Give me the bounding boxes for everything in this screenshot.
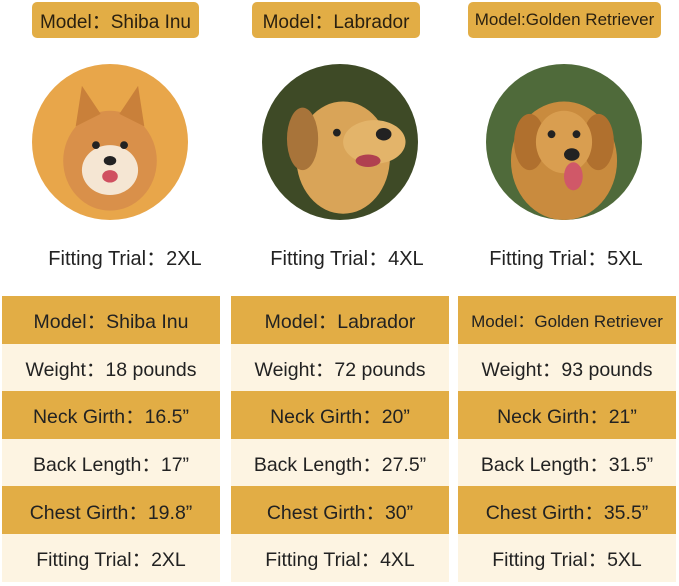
row-neck-girth: Neck Girth：21” bbox=[458, 391, 676, 439]
fitting-trial-shiba: Fitting Trial：2XL bbox=[48, 248, 202, 270]
row-back-length: Back Length：27.5” bbox=[231, 438, 449, 487]
row-back-length: Back Length：17” bbox=[2, 438, 220, 487]
size-table-labrador: Model：Labrador Weight：72 pounds Neck Gir… bbox=[231, 296, 449, 582]
row-model: Model：Labrador bbox=[231, 296, 449, 344]
row-fitting-trial: Fitting Trial：2XL bbox=[2, 533, 220, 582]
row-weight: Weight：18 pounds bbox=[2, 343, 220, 392]
row-back-length: Back Length：31.5” bbox=[458, 438, 676, 487]
row-model: Model：Shiba Inu bbox=[2, 296, 220, 344]
size-table-shiba: Model：Shiba Inu Weight：18 pounds Neck Gi… bbox=[2, 296, 220, 582]
fitting-trial-labrador: Fitting Trial：4XL bbox=[270, 248, 424, 270]
size-table-golden: Model：Golden Retriever Weight：93 pounds … bbox=[458, 296, 676, 582]
model-label-labrador: Model：Labrador bbox=[252, 2, 420, 38]
model-label-golden: Model:Golden Retriever bbox=[468, 2, 661, 38]
row-chest-girth: Chest Girth：19.8” bbox=[2, 486, 220, 534]
row-fitting-trial: Fitting Trial：4XL bbox=[231, 533, 449, 582]
row-weight: Weight：72 pounds bbox=[231, 343, 449, 392]
row-model: Model：Golden Retriever bbox=[458, 296, 676, 344]
row-weight: Weight：93 pounds bbox=[458, 343, 676, 392]
model-label-shiba: Model：Shiba Inu bbox=[32, 2, 199, 38]
golden-retriever-photo bbox=[486, 64, 642, 220]
row-fitting-trial: Fitting Trial：5XL bbox=[458, 533, 676, 582]
fitting-trial-golden: Fitting Trial：5XL bbox=[489, 248, 643, 270]
labrador-photo bbox=[262, 64, 418, 220]
row-neck-girth: Neck Girth：16.5” bbox=[2, 391, 220, 439]
row-chest-girth: Chest Girth：35.5” bbox=[458, 486, 676, 534]
row-chest-girth: Chest Girth：30” bbox=[231, 486, 449, 534]
shiba-inu-photo bbox=[32, 64, 188, 220]
row-neck-girth: Neck Girth：20” bbox=[231, 391, 449, 439]
